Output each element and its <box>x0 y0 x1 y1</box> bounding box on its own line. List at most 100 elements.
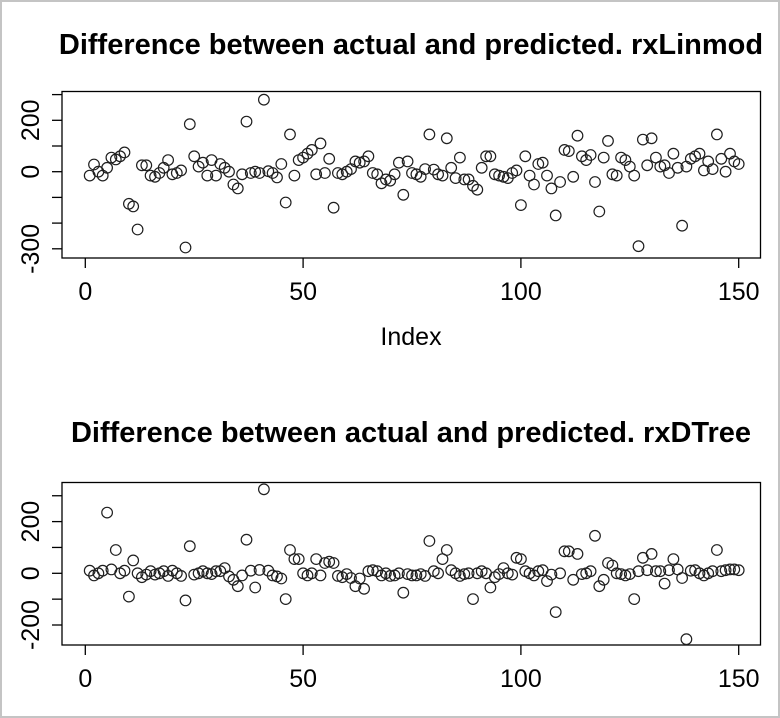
data-point-marker <box>558 143 571 156</box>
data-point-marker <box>305 567 318 580</box>
data-point-marker <box>462 567 475 580</box>
data-point-marker <box>179 241 192 254</box>
data-point-marker <box>183 540 196 553</box>
data-point-marker <box>332 167 344 179</box>
data-point-marker <box>388 168 401 181</box>
x-axis-tick-label: 150 <box>718 665 760 693</box>
data-point-marker <box>515 199 527 212</box>
data-point-marker <box>384 570 397 582</box>
data-point-marker <box>528 178 540 191</box>
data-point-marker <box>576 568 588 580</box>
data-point-marker <box>610 567 623 580</box>
data-point-marker <box>223 165 235 178</box>
data-point-marker <box>175 164 188 177</box>
data-point-marker <box>732 158 745 170</box>
data-point-marker <box>162 154 175 167</box>
data-point-marker <box>244 564 257 577</box>
data-point-marker <box>541 169 553 182</box>
data-point-marker <box>384 174 397 187</box>
data-point-marker <box>231 580 244 593</box>
data-point-marker <box>658 577 671 590</box>
data-point-marker <box>458 173 471 186</box>
data-point-marker <box>589 176 601 188</box>
data-point-marker <box>240 115 253 128</box>
data-point-marker <box>528 569 540 582</box>
data-point-marker <box>589 529 601 542</box>
data-point-marker <box>471 183 484 196</box>
y-axis-tick-label: -300 <box>17 224 45 274</box>
data-point-marker <box>279 593 292 605</box>
data-point-marker <box>602 134 614 147</box>
data-point-marker <box>319 167 331 179</box>
x-axis-tick-label: 50 <box>289 665 317 693</box>
data-point-marker <box>353 156 366 169</box>
x-axis-tick-label: 100 <box>500 665 542 693</box>
data-point-marker <box>536 156 549 169</box>
data-point-marker <box>371 565 384 578</box>
data-point-marker <box>711 544 723 556</box>
x-axis-tick-label: 50 <box>289 278 317 306</box>
data-point-marker <box>253 167 266 179</box>
data-point-marker <box>484 581 497 594</box>
data-point-marker <box>288 169 301 182</box>
data-point-marker <box>571 129 584 142</box>
data-point-marker <box>593 580 606 593</box>
data-point-marker <box>480 150 493 163</box>
data-point-marker <box>706 565 719 578</box>
data-point-marker <box>732 564 745 577</box>
y-axis-tick-label: 0 <box>17 165 45 179</box>
data-point-marker <box>258 483 270 496</box>
data-point-marker <box>423 535 436 547</box>
data-point-marker <box>532 565 545 578</box>
data-point-marker <box>253 564 266 576</box>
data-point-marker <box>279 196 292 209</box>
data-point-marker <box>510 164 523 177</box>
data-point-marker <box>323 555 336 568</box>
x-axis-tick-label: 0 <box>78 665 92 693</box>
data-point-marker <box>728 563 741 576</box>
data-point-marker <box>284 128 296 141</box>
data-point-marker <box>432 567 445 580</box>
data-point-marker <box>118 564 131 577</box>
data-point-marker <box>340 568 353 580</box>
x-axis-tick-label: 0 <box>78 278 92 306</box>
data-point-marker <box>632 565 645 578</box>
data-point-marker <box>684 564 697 577</box>
data-point-marker <box>131 567 144 580</box>
data-point-marker <box>401 568 414 580</box>
data-point-marker <box>610 169 623 182</box>
data-point-marker <box>445 161 458 174</box>
data-point-marker <box>545 568 558 581</box>
data-point-marker <box>501 567 514 580</box>
data-point-marker <box>545 182 558 195</box>
data-point-marker <box>131 223 144 236</box>
data-point-marker <box>214 158 227 170</box>
data-point-marker <box>436 169 449 182</box>
data-point-marker <box>593 205 606 218</box>
data-point-marker <box>297 151 310 164</box>
data-point-marker <box>127 200 140 213</box>
data-point-marker <box>475 161 488 174</box>
data-point-marker <box>663 564 675 577</box>
data-point-marker <box>406 569 418 582</box>
plot-rxlinmod-title: Difference between actual and predicted.… <box>59 29 763 61</box>
data-point-marker <box>667 553 680 565</box>
data-point-marker <box>188 150 201 163</box>
plot-rxlinmod-box <box>61 90 762 259</box>
data-point-marker <box>227 178 240 191</box>
data-point-marker <box>663 167 675 179</box>
data-point-marker <box>236 168 249 181</box>
plot-rxlinmod-dynamic: -300 0 200 0 50 100 150 <box>17 93 760 306</box>
data-point-marker <box>549 606 562 618</box>
data-point-marker <box>292 553 305 565</box>
data-point-marker <box>327 201 340 214</box>
data-point-marker <box>210 565 222 578</box>
data-point-marker <box>327 557 340 569</box>
data-point-marker <box>619 154 632 167</box>
data-point-marker <box>597 151 610 164</box>
data-point-marker <box>362 565 375 578</box>
data-point-marker <box>628 593 641 605</box>
data-point-marker <box>423 128 436 141</box>
data-point-marker <box>432 168 445 181</box>
data-point-marker <box>192 160 205 173</box>
